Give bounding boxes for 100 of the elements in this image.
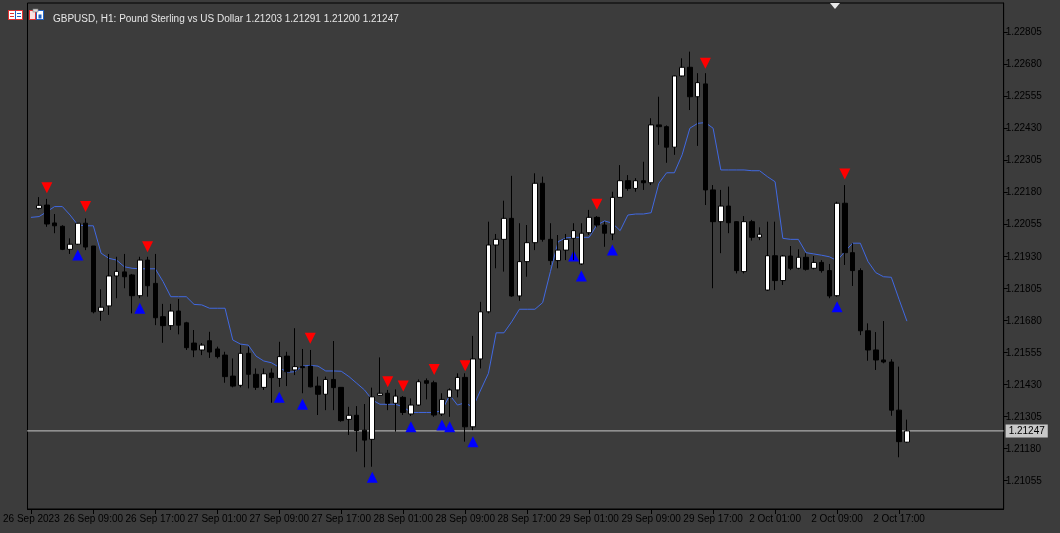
point [72, 249, 84, 261]
candlestick [656, 96, 662, 146]
candlestick [331, 340, 336, 411]
candlestick [253, 367, 259, 391]
y-tick-label: 1.21680 [1005, 314, 1043, 326]
x-tick-label: 2 Oct 01:00 [749, 512, 802, 524]
candlestick [184, 321, 189, 351]
point [297, 398, 309, 410]
candlestick [354, 405, 359, 453]
x-tick-label: 29 Sep 17:00 [683, 512, 744, 524]
point [444, 421, 456, 433]
candlestick [431, 380, 437, 418]
x-tick-label: 29 Sep 01:00 [559, 512, 620, 524]
candlestick [83, 217, 88, 251]
candlestick [586, 209, 592, 236]
candlestick [346, 406, 352, 436]
point [80, 201, 92, 213]
candlestick [462, 372, 468, 443]
y-tick-label: 1.22055 [1005, 218, 1043, 230]
candlestick [827, 263, 832, 299]
point [606, 244, 618, 256]
candlestick [765, 221, 770, 292]
candlestick [300, 348, 305, 394]
candlestick [780, 254, 786, 286]
candlestick [617, 164, 623, 198]
point [699, 57, 711, 69]
point [273, 391, 285, 403]
point [467, 436, 479, 448]
candlestick [315, 376, 321, 416]
candlestick [277, 341, 282, 388]
candlestick [369, 387, 375, 468]
candlestick [904, 419, 910, 444]
point [831, 301, 843, 313]
point [304, 332, 316, 344]
candlestick [896, 366, 902, 458]
candlestick [641, 161, 646, 191]
candlestick [834, 201, 840, 298]
candlestick [873, 331, 879, 371]
candlestick [881, 320, 886, 364]
candlestick [734, 220, 739, 274]
text: GBPUSD, H1: Pound Sterling vs US Dollar 1.21203 1.21291 1.21200 1.21247 [53, 12, 400, 24]
candlestick [803, 252, 809, 272]
y-tick-label: 1.21555 [1005, 346, 1043, 358]
candlestick [772, 221, 778, 291]
candlestick [563, 233, 569, 261]
candlestick [811, 255, 817, 270]
candlestick [222, 351, 228, 384]
point [839, 168, 851, 180]
point [366, 471, 378, 483]
candlestick [858, 267, 863, 336]
y-tick-label: 1.22430 [1005, 122, 1043, 134]
candlestick [362, 403, 367, 468]
candlestick [664, 124, 669, 164]
candlestick [524, 224, 530, 278]
candlestick [703, 72, 708, 206]
candlestick [687, 51, 693, 111]
candlestick [36, 196, 42, 210]
candlestick [238, 344, 243, 388]
ref-line-label: 1.21247 [1008, 425, 1046, 437]
candlestick [470, 335, 476, 431]
candlestick [168, 303, 174, 331]
candlestick [571, 222, 576, 261]
candlestick [408, 397, 414, 417]
candlestick [91, 245, 96, 314]
x-tick-label: 26 Sep 2023 [3, 512, 61, 524]
candlestick [625, 174, 631, 192]
point [575, 270, 587, 282]
candlestick [60, 224, 65, 251]
candlestick [478, 301, 483, 369]
candlestick [261, 367, 267, 391]
candlestick [679, 57, 685, 78]
candlestick [122, 253, 127, 289]
candlestick [517, 222, 522, 302]
candlestick [137, 256, 143, 299]
candlestick [284, 351, 290, 387]
candlestick [579, 222, 584, 266]
candlestick [292, 327, 298, 376]
candlestick [796, 248, 801, 270]
candlestick [439, 392, 445, 417]
candlestick [199, 342, 205, 356]
candlestick [44, 198, 50, 228]
candlestick [741, 215, 747, 274]
point [428, 363, 440, 375]
candlestick [757, 226, 762, 241]
candlestick [269, 367, 274, 404]
candlestick [377, 356, 383, 397]
candlestick [788, 245, 793, 271]
candlestick [385, 389, 390, 411]
candlestick [718, 189, 724, 254]
point [397, 380, 409, 392]
candlestick [338, 386, 344, 423]
point [405, 421, 417, 433]
point [382, 376, 394, 388]
candlestick [98, 288, 104, 322]
candlestick [889, 358, 894, 417]
point [436, 419, 448, 431]
candlestick [400, 395, 406, 416]
candlestick [532, 172, 538, 251]
candlestick [176, 298, 181, 335]
y-tick-label: 1.21055 [1005, 474, 1043, 486]
